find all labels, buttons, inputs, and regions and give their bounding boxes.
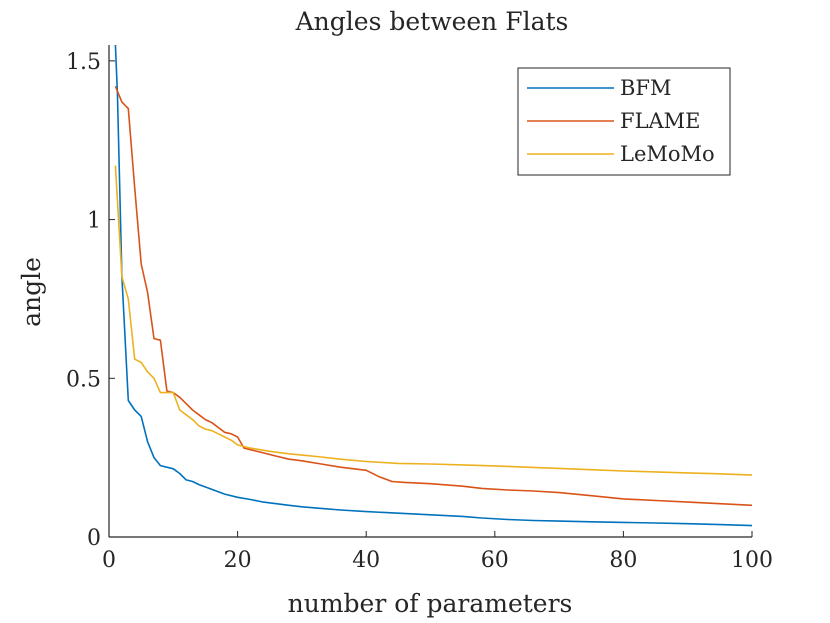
legend-label-flame: FLAME (620, 109, 701, 133)
legend-label-lemomo: LeMoMo (620, 142, 715, 166)
series-line-flame (114, 85, 752, 507)
x-axis-title: number of parameters (288, 589, 573, 618)
axis-layer: 0 20 40 60 80 100 0 0.5 1 1.5 (66, 45, 773, 573)
series-line-lemomo (114, 165, 752, 476)
chart-title: Angles between Flats (295, 7, 569, 36)
x-tick-label: 60 (481, 548, 509, 573)
x-tick-label: 0 (102, 548, 116, 573)
series-line-bfm (114, 45, 752, 527)
legend: BFM FLAME LeMoMo (517, 67, 731, 176)
y-tick-label: 1.5 (66, 50, 101, 75)
x-tick-label: 20 (224, 548, 252, 573)
y-tick-label: 1 (87, 209, 101, 234)
series-layer (114, 45, 752, 527)
y-axis-title: angle (17, 257, 46, 327)
x-tick-label: 40 (352, 548, 380, 573)
x-tick-label: 100 (731, 548, 773, 573)
y-tick-label: 0 (87, 526, 101, 551)
legend-label-bfm: BFM (620, 76, 672, 100)
y-tick-label: 0.5 (66, 367, 101, 392)
x-tick-label: 80 (609, 548, 637, 573)
